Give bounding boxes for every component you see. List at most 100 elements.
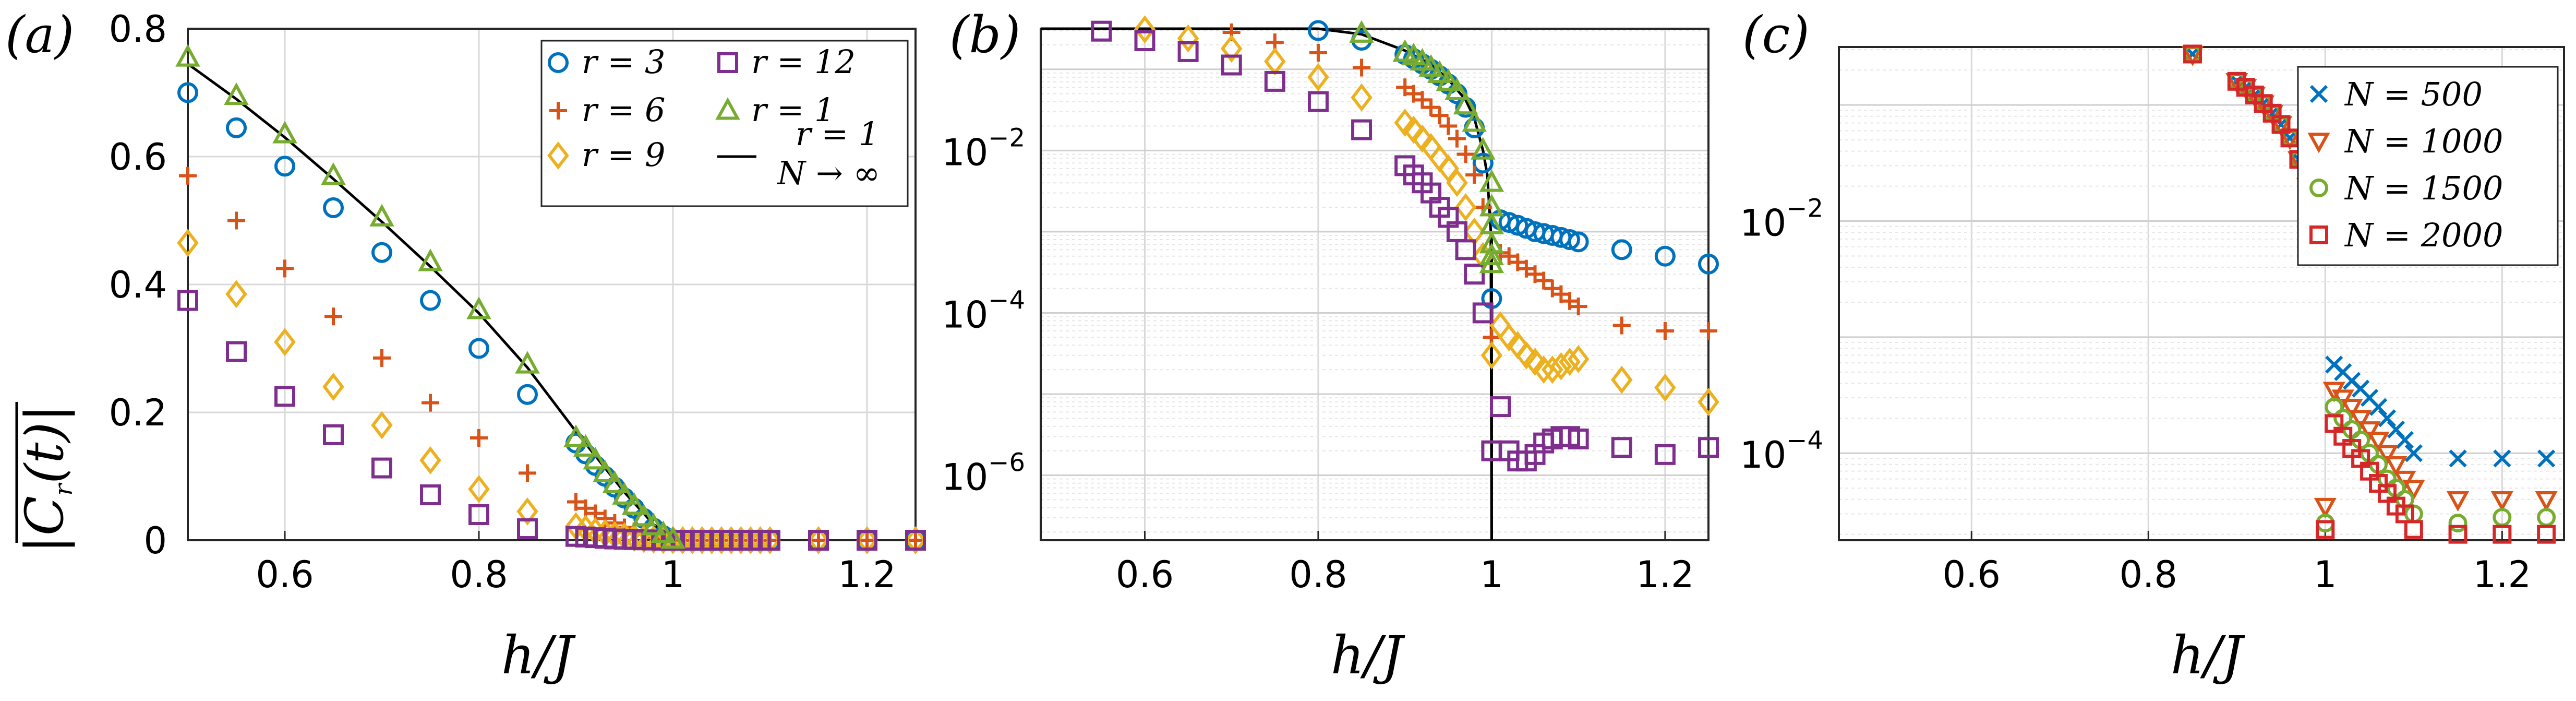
panel-a-series-1-point-8 (567, 493, 585, 511)
panel-b-ytick-label-0: 10−2 (942, 123, 1025, 174)
panel-c-series-1-point-22 (2349, 410, 2372, 431)
panel-a-series-1-point-2 (276, 259, 294, 278)
panel-b-ytick-exponent-2: −6 (988, 448, 1025, 478)
panel-a-series-4-point-3 (321, 162, 346, 185)
panel-b-series-1 (1222, 23, 1717, 347)
panel-a-xtick-label-2: 1 (661, 553, 685, 596)
panel-b-series-3-point-17 (1472, 302, 1494, 324)
panel-b-series-1-point-28 (1569, 298, 1587, 316)
panel-c-legend-marker-2 (2309, 179, 2328, 197)
panel-a-series-4-point-9 (573, 434, 598, 457)
panel-b-series-2-point-29 (1610, 365, 1633, 394)
panel-b-series-2-point-15 (1454, 193, 1477, 222)
panel-b-series-1-point-11 (1422, 98, 1440, 116)
panel-b-series-4-point-16 (1462, 109, 1487, 132)
panel-b-ytick-base-2: 10 (942, 456, 988, 499)
panel-b-series-4-point-15 (1453, 92, 1478, 115)
panel-c-series-0-point-26 (2396, 431, 2414, 449)
panel-a-axes-box (187, 28, 917, 541)
panel-b-series-1-point-13 (1439, 117, 1458, 135)
panel-a-series-3-point-30 (857, 530, 877, 551)
panel-c-series-1-point-29 (2447, 491, 2470, 512)
panel-a-series-1-point-6 (470, 429, 488, 447)
panel-a-ytick-label-1: 0.2 (109, 391, 167, 434)
panel-a-series-1-point-9 (576, 499, 595, 517)
panel-b-series-3-point-3 (1177, 41, 1199, 62)
panel-a-legend-marker-4 (547, 141, 569, 170)
panel-a-series-0-point-4 (371, 242, 392, 263)
panel-c-series-0-point-29 (2493, 449, 2511, 468)
panel-c-legend-marker-1 (2307, 133, 2330, 153)
panel-a-ylabel-text: |Cr(t)| (14, 405, 78, 553)
panel-a-series-2-point-4 (371, 411, 393, 439)
panel-a-series-4 (175, 44, 685, 549)
panel-c-series-1-point-25 (2376, 445, 2399, 466)
panel-a-legend-marker-1 (717, 52, 738, 73)
panel-a-series-2-point-6 (468, 474, 490, 504)
panel-a-series-2-point-1 (225, 280, 247, 308)
panel-b-series-1-point-29 (1612, 316, 1631, 335)
panel-b-series-0-point-17 (1472, 152, 1494, 174)
panel-a-series-0-point-3 (323, 197, 344, 218)
panel-a-series-1-point-30 (858, 531, 876, 549)
panel-a-series-3-point-0 (177, 290, 198, 311)
panel-c-series-1-point-28 (2402, 480, 2425, 501)
panel-a-ytick-label-3: 0.6 (109, 136, 167, 179)
panel-b-series-2-point-6 (1307, 63, 1329, 91)
panel-a-series-4-point-12 (602, 470, 628, 493)
panel-b-series-3-point-19 (1490, 396, 1511, 418)
panel-a-ylabel: |Cr(t)| (14, 402, 78, 553)
panel-a-series-3-point-1 (226, 341, 247, 362)
panel-a-series-0-point-0 (177, 82, 198, 103)
panel-b-series-1-point-24 (1535, 271, 1553, 290)
panel-a-series-4-point-7 (515, 351, 540, 374)
panel-b-series-2-point-7 (1351, 83, 1373, 112)
panel-a-legend-marker-2 (549, 102, 567, 120)
panel-b-ytick-base-0: 10 (942, 131, 988, 174)
panel-c-legend: N = 500 N = 1000 N = 1500 N = 2000 (2297, 66, 2559, 266)
panel-b-series-2-point-3 (1177, 24, 1199, 53)
panel-a-series-3-point-2 (274, 386, 295, 407)
panel-a-series-4-point-16 (641, 513, 666, 536)
panel-b-series-3-point-29 (1611, 437, 1632, 458)
panel-a-series-4-point-11 (593, 459, 618, 482)
panel-a-series-2-point-31 (905, 526, 926, 555)
panel-b-series-0-point-29 (1611, 239, 1632, 260)
panel-a-xtick-label-1: 0.8 (450, 553, 508, 596)
panel-b-series-2-point-31 (1698, 388, 1719, 417)
panel-b-series-3-point-1 (1091, 20, 1112, 42)
panel-b-ytick-label-2: 10−6 (942, 448, 1025, 499)
panel-a-series-4-point-4 (369, 204, 394, 227)
panel-c-series-0-point-27 (2404, 444, 2423, 462)
panel-a-series-2-point-21 (691, 526, 713, 555)
panel-b-ytick-exponent-1: −4 (988, 286, 1025, 315)
panel-a-xlabel: h/J (501, 625, 576, 686)
panel-a-series-4-point-1 (224, 82, 249, 105)
panel-b-series-4-point-10 (1410, 47, 1435, 71)
panel-a-legend-label-5: r = 1 (796, 115, 879, 153)
panel-b-series-0-point-6 (1307, 20, 1329, 41)
panel-c-series-0-point-23 (2369, 398, 2388, 416)
panel-a-label: (a) (5, 6, 74, 64)
panel-a-series-2-point-23 (711, 526, 732, 555)
panel-b-series-3-point-15 (1455, 239, 1476, 260)
panel-a-series-0-point-1 (226, 117, 247, 138)
panel-a-series-3-point-3 (323, 424, 344, 445)
panel-a-series-4-point-6 (466, 296, 491, 319)
panel-b-series-4-point-11 (1418, 54, 1443, 77)
panel-a-series-1-point-5 (422, 394, 439, 412)
panel-b-series-1-point-12 (1430, 106, 1449, 125)
panel-b-series-2-point-25 (1541, 355, 1563, 384)
panel-b-series-1-point-16 (1465, 166, 1484, 184)
panel-a-series-3-point-5 (420, 484, 441, 506)
panel-a-ytick-label-0: 0 (143, 519, 167, 562)
panel-c-xtick-label-2: 1 (2314, 553, 2337, 596)
panel-c-series-3-point-18 (2316, 520, 2335, 539)
panel-a-series-2-point-30 (856, 526, 878, 555)
panel-b-series-3-point-31 (1698, 437, 1719, 458)
panel-c-legend-box (2297, 66, 2559, 266)
panel-a-series-2-point-29 (808, 526, 829, 555)
panel-b-series-4-point-9 (1401, 42, 1426, 66)
